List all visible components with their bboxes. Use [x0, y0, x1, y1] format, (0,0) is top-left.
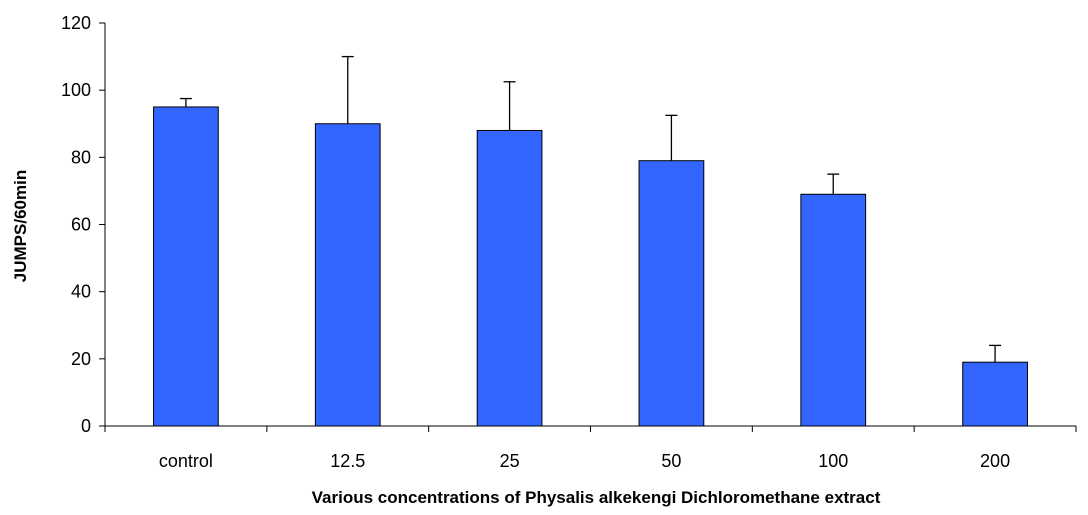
y-tick-label: 20 — [71, 349, 91, 369]
x-tick-label: 50 — [661, 451, 681, 471]
bar-12.5 — [314, 123, 381, 427]
bar-200 — [962, 361, 1028, 427]
y-tick-label: 0 — [81, 416, 91, 436]
plot-area: 0 20 40 60 80 100 120 control 12.5 25 50 100 200 — [61, 13, 1077, 471]
y-axis-title: JUMPS/60min — [11, 170, 30, 282]
bar-control — [153, 106, 219, 427]
x-axis-title: Various concentrations of Physalis alkek… — [312, 488, 881, 507]
x-tick-label: control — [159, 451, 213, 471]
bar-50 — [638, 160, 705, 427]
y-tick-label: 60 — [71, 215, 91, 235]
x-tick-label: 100 — [818, 451, 848, 471]
bar-25 — [476, 129, 543, 427]
y-tick-label: 80 — [71, 147, 91, 167]
x-tick-label: 25 — [500, 451, 520, 471]
bar-100 — [800, 193, 867, 427]
x-tick-label: 200 — [980, 451, 1010, 471]
y-tick-label: 100 — [61, 80, 91, 100]
x-tick-label: 12.5 — [330, 451, 365, 471]
y-tick-label: 40 — [71, 282, 91, 302]
y-tick-label: 120 — [61, 13, 91, 33]
